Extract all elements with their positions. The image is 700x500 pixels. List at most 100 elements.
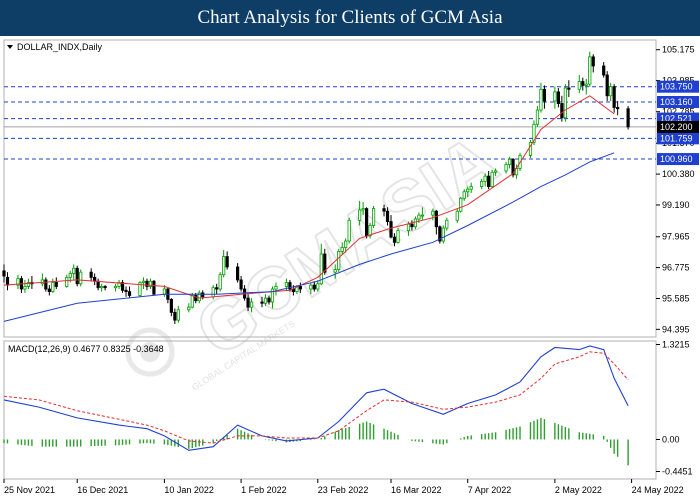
candle-body: [96, 280, 100, 289]
macd-line: [3, 345, 629, 451]
level-labels: 103.750 103.160 102.521 101.759 100.960 102.2…: [657, 80, 699, 166]
candle-body: [466, 188, 470, 193]
candle-body: [127, 291, 132, 296]
moving-average-line: [3, 95, 615, 299]
candle-body: [588, 56, 592, 85]
macd-panel-frame: [3, 340, 657, 480]
candle-body: [246, 297, 250, 308]
candle-body: [382, 208, 386, 212]
candle-body: [507, 158, 512, 165]
banner: Chart Analysis for Clients of GCM Asia: [0, 0, 700, 36]
candle-body: [528, 142, 533, 156]
level-label: 101.759: [660, 133, 693, 143]
candle-body: [358, 209, 362, 221]
candle-body: [490, 171, 494, 187]
candle-body: [459, 197, 463, 212]
date-tick-label: 1 Feb 2022: [241, 485, 287, 495]
candlesticks: [2, 51, 630, 325]
candle-body: [148, 280, 153, 287]
candle-body: [298, 286, 302, 290]
candle-body: [323, 253, 327, 273]
candle-body: [309, 284, 313, 290]
candle-body: [542, 88, 547, 102]
candle-body: [201, 292, 205, 298]
candle-body: [274, 286, 278, 290]
level-label-box: [657, 95, 699, 108]
candle-body: [340, 247, 344, 252]
candle-body: [480, 180, 484, 187]
gcm-logo-icon: [125, 327, 175, 377]
price-tick-label: 96.775: [662, 263, 690, 273]
candle-body: [47, 288, 51, 293]
date-tick-label: 10 Jan 2022: [164, 485, 214, 495]
macd-tick-label: 0.00: [662, 434, 680, 444]
candle-body: [44, 279, 48, 290]
moving-averages: [3, 95, 615, 322]
price-tick-label: 95.585: [662, 293, 690, 303]
level-label-box: [657, 80, 699, 93]
candle-body: [333, 269, 337, 273]
candle-body: [365, 208, 369, 237]
candle-body: [609, 86, 613, 97]
candle-body: [385, 210, 390, 222]
candle-body: [532, 123, 536, 143]
candle-body: [218, 274, 222, 290]
candle-body: [535, 109, 540, 125]
macd-histogram: [3, 417, 629, 466]
horizontal-levels: [4, 86, 656, 160]
level-label: 100.960: [660, 154, 693, 164]
candle-body: [138, 282, 142, 296]
candle-body: [194, 295, 198, 302]
candle-body: [406, 223, 411, 232]
candle-body: [312, 284, 316, 290]
candle-body: [319, 253, 323, 285]
candle-body: [344, 240, 348, 248]
candle-body: [215, 287, 219, 290]
candle-body: [211, 287, 215, 298]
price-tick-label: 103.985: [662, 76, 695, 86]
candle-body: [23, 286, 27, 290]
candle-body: [176, 309, 180, 321]
date-tick-label: 25 Nov 2021: [4, 485, 55, 495]
candle-body: [347, 219, 351, 242]
candle-body: [539, 88, 543, 111]
candle-body: [51, 282, 55, 293]
candle-body: [284, 282, 289, 287]
candle-body: [389, 221, 393, 238]
candle-body: [249, 301, 254, 308]
candle-body: [483, 175, 487, 182]
candle-body: [316, 283, 320, 290]
price-panel-frame: [3, 39, 657, 338]
candle-body: [120, 282, 125, 291]
candle-body: [462, 191, 466, 199]
candle-body: [270, 288, 275, 303]
candle-body: [441, 227, 445, 242]
candle-body: [431, 210, 435, 216]
candle-body: [113, 286, 118, 289]
candle-body: [417, 214, 421, 220]
chart-area: GCMASIA GLOBAL CAPITAL MARKETS 105.175 10…: [2, 39, 699, 495]
candle-body: [368, 225, 372, 237]
current-price-box: [657, 120, 699, 133]
price-tick-label: 102.785: [662, 107, 695, 117]
candle-body: [222, 256, 226, 276]
candle-body: [187, 306, 191, 311]
candle-body: [79, 271, 83, 285]
candle-body: [173, 311, 177, 321]
candle-body: [581, 81, 585, 86]
date-tick-label: 16 Dec 2021: [77, 485, 128, 495]
candle-body: [616, 107, 620, 110]
dropdown-triangle-icon[interactable]: [7, 45, 13, 49]
candle-body: [239, 279, 243, 290]
candle-body: [54, 282, 58, 287]
candle-body: [602, 65, 606, 76]
candle-body: [560, 103, 564, 119]
candle-body: [511, 158, 515, 176]
candle-body: [563, 87, 567, 119]
current-price-label: 102.200: [660, 122, 693, 132]
price-tick-label: 105.175: [662, 45, 695, 55]
candle-body: [5, 276, 10, 286]
date-tick-label: 16 Mar 2022: [391, 485, 442, 495]
candle-body: [584, 83, 588, 86]
candle-body: [337, 251, 341, 270]
